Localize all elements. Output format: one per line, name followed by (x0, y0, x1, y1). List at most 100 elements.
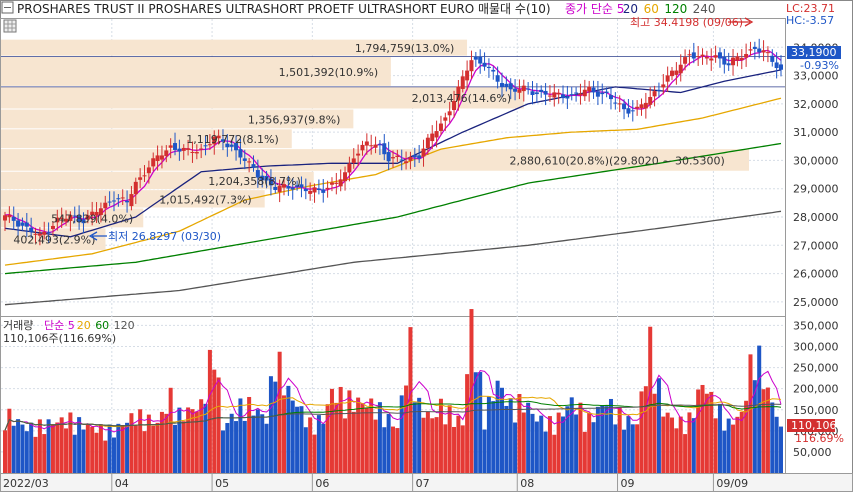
candle-body (229, 144, 234, 147)
candle-body (404, 161, 409, 164)
candle-body (556, 92, 561, 95)
volume-bar (90, 426, 95, 473)
ma-legend-item: 20 (623, 2, 638, 16)
volume-bar (329, 388, 334, 473)
volume-bar (465, 374, 470, 473)
candle-body (643, 102, 648, 109)
candle-body (338, 179, 343, 187)
volume-profile-label: 1,204,358(8.7%) (208, 175, 301, 188)
price-tick-label: 25,0000 (793, 296, 839, 309)
candle-body (765, 52, 770, 54)
candle-body (770, 55, 775, 62)
candle-body (377, 144, 382, 146)
volume-bar (299, 406, 304, 473)
candle-body (238, 149, 243, 158)
candle-body (499, 83, 504, 87)
candle-body (316, 188, 321, 191)
volume-bar (779, 426, 783, 473)
volume-profile-bar (1, 171, 314, 190)
candle-body (534, 92, 539, 95)
volume-profile-label: 402,493(2.9%) (13, 234, 95, 247)
candle-body (430, 133, 435, 142)
volume-bar (343, 418, 348, 473)
candle-body (604, 91, 609, 94)
candle-body (678, 64, 683, 74)
volume-bar (543, 431, 548, 473)
candle-body (155, 155, 160, 162)
candle-body (360, 144, 365, 151)
chart-title: PROSHARES TRUST II PROSHARES ULTRASHORT … (17, 2, 551, 16)
volume-profile-bar (1, 39, 468, 56)
candle-body (752, 46, 757, 49)
candle-body (277, 185, 282, 192)
candle-body (168, 145, 173, 148)
candle-body (517, 89, 522, 93)
candle-body (639, 104, 644, 109)
volume-bar (556, 412, 561, 473)
candle-body (717, 52, 722, 59)
volume-bar (151, 425, 156, 473)
price-tick-label: 32,0000 (793, 98, 839, 111)
volume-tick-label: 350,000 (793, 319, 839, 332)
volume-bar (37, 419, 42, 473)
candle-body (700, 54, 705, 57)
candle-body (408, 157, 413, 161)
candle-body (704, 57, 709, 59)
candle-body (142, 175, 147, 177)
candle-body (268, 178, 273, 186)
candle-body (739, 57, 744, 61)
volume-bar (600, 405, 605, 473)
candle-body (600, 92, 605, 95)
volume-bar (72, 434, 77, 473)
volume-bar (3, 430, 7, 473)
volume-bar (129, 413, 134, 473)
volume-bar (569, 397, 574, 473)
volume-ma-legend-item: 60 (95, 319, 109, 332)
volume-bar (360, 403, 365, 473)
volume-bar (164, 413, 169, 473)
volume-bar (273, 381, 278, 473)
candle-body (665, 75, 670, 82)
volume-bar (29, 422, 34, 473)
volume-bar (565, 406, 570, 473)
volume-bar (622, 429, 627, 473)
volume-bar (574, 414, 579, 473)
volume-bar (761, 389, 766, 473)
candle-body (94, 211, 99, 216)
candle-body (569, 94, 574, 96)
volume-label: 거래량 (3, 319, 33, 332)
volume-bar (752, 380, 757, 473)
candle-body (687, 54, 692, 56)
x-axis: 2022/03 04 05 06 07 08 09 09/09 (3, 474, 748, 491)
candle-body (452, 100, 457, 111)
candle-body (103, 202, 108, 209)
volume-bar (33, 436, 38, 473)
volume-bar (55, 422, 60, 473)
volume-bar (16, 419, 21, 473)
candle-body (146, 167, 151, 174)
volume-bar (526, 402, 531, 473)
candle-body (24, 222, 29, 227)
candle-body (373, 144, 378, 148)
volume-bar (260, 414, 265, 473)
volume-bar (521, 412, 526, 473)
candle-body (425, 137, 430, 149)
ma-legend-item: 종가 단순 5 (565, 2, 624, 16)
candle-body (116, 198, 121, 200)
volume-bar (94, 432, 99, 473)
volume-bar (578, 402, 583, 473)
ma-legend-item: 60 (644, 2, 659, 16)
volume-bar (722, 430, 727, 473)
volume-bar (613, 424, 618, 473)
volume-bar (321, 423, 326, 473)
candle-body (443, 117, 448, 121)
volume-bar (338, 386, 343, 473)
volume-tick-label: 250,000 (793, 362, 839, 375)
candle-body (77, 215, 82, 222)
price-tick-label: 31,0000 (793, 126, 839, 139)
price-tick-label: 30,0000 (793, 154, 839, 167)
candle-body (626, 108, 631, 114)
grid-settings-icon[interactable] (3, 19, 17, 33)
candle-body (582, 89, 587, 97)
candle-body (491, 69, 496, 72)
